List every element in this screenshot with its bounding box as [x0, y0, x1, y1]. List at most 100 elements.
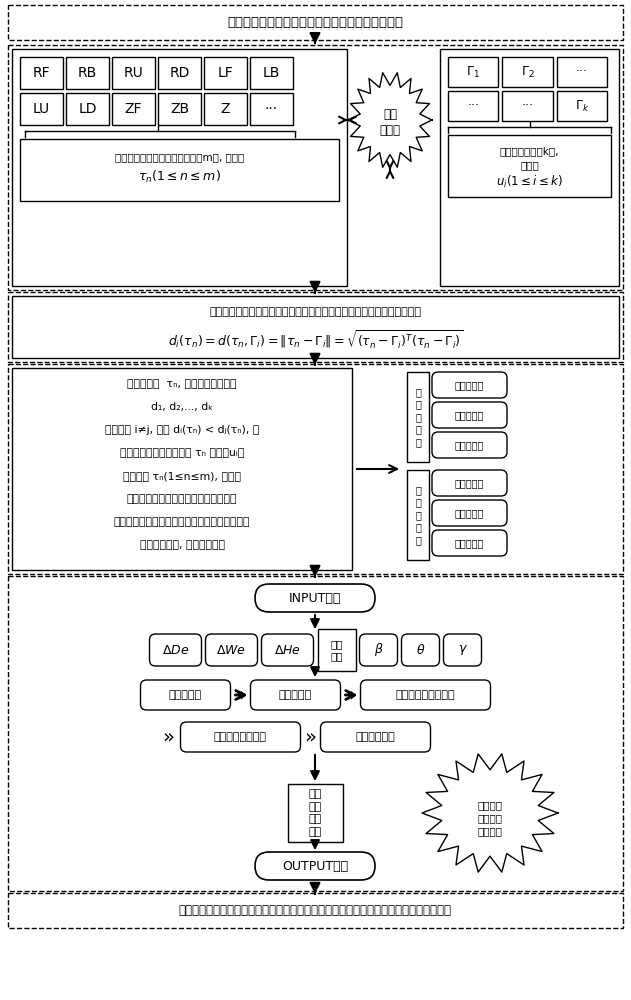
- Text: »: »: [163, 728, 175, 746]
- Text: LF: LF: [218, 66, 233, 80]
- Bar: [557, 91, 607, 121]
- Text: 逻辑门模块: 逻辑门模块: [279, 690, 312, 700]
- Text: Z: Z: [221, 102, 230, 116]
- Bar: [448, 135, 611, 197]
- Text: 正交偏移量: 正交偏移量: [455, 380, 484, 390]
- Text: $\tau_n(1\leq n\leq m)$: $\tau_n(1\leq n\leq m)$: [138, 169, 221, 185]
- Bar: [8, 576, 623, 891]
- Text: $\Delta De$: $\Delta De$: [162, 644, 189, 656]
- Bar: [502, 91, 553, 121]
- Text: 晶体管模块: 晶体管模块: [169, 690, 202, 700]
- Bar: [8, 45, 623, 290]
- Text: 俯仰偏移角: 俯仰偏移角: [455, 538, 484, 548]
- Text: 微码执行单元模块: 微码执行单元模块: [214, 732, 267, 742]
- Text: INPUT端口: INPUT端口: [289, 591, 341, 604]
- Text: ···: ···: [576, 66, 588, 79]
- Text: $\Delta He$: $\Delta He$: [274, 644, 301, 656]
- Bar: [448, 91, 498, 121]
- Text: ZB: ZB: [170, 102, 189, 116]
- Bar: [12, 49, 347, 286]
- Bar: [112, 93, 155, 125]
- Text: 扩展串口: 扩展串口: [478, 826, 502, 836]
- Text: $\Gamma_2$: $\Gamma_2$: [521, 64, 534, 80]
- Text: »: »: [235, 686, 247, 704]
- Text: $\theta$: $\theta$: [416, 643, 425, 657]
- Bar: [557, 57, 607, 87]
- Text: 对所有的 i≠j, 如果 dᵢ(τₙ) < dⱼ(τₙ), 则: 对所有的 i≠j, 如果 dᵢ(τₙ) < dⱼ(τₙ), 则: [105, 425, 259, 435]
- Text: »: »: [305, 728, 317, 746]
- Text: 当前焊枪姿态的特征向量 τₙ 归入第uᵢ类: 当前焊枪姿态的特征向量 τₙ 归入第uᵢ类: [120, 448, 244, 458]
- Bar: [12, 368, 352, 570]
- Bar: [407, 372, 429, 462]
- Text: 对所有的 τₙ(1≤n≤m), 可求得: 对所有的 τₙ(1≤n≤m), 可求得: [123, 471, 241, 481]
- Text: RU: RU: [124, 66, 143, 80]
- Bar: [112, 57, 155, 89]
- Text: LB: LB: [263, 66, 280, 80]
- Text: 旋转电弧跟踪系统实时采集未知姿态焊接电流信号: 旋转电弧跟踪系统实时采集未知姿态焊接电流信号: [227, 16, 403, 29]
- Text: LU: LU: [33, 102, 50, 116]
- Bar: [66, 57, 109, 89]
- Bar: [250, 57, 293, 89]
- Text: 横滚偏移角: 横滚偏移角: [455, 508, 484, 518]
- Text: ···: ···: [265, 102, 278, 116]
- Text: 经验焊枪位姿对应多个未知焊枪姿态的特征向量: 经验焊枪位姿对应多个未知焊枪姿态的特征向量: [114, 517, 251, 527]
- Bar: [448, 57, 498, 87]
- Text: 旋转电弧: 旋转电弧: [478, 800, 502, 810]
- Text: 取距离最小的, 其余均可舍弃: 取距离最小的, 其余均可舍弃: [139, 540, 225, 550]
- Text: 未知焊枪姿态的空间特征向量共m类, 记作：: 未知焊枪姿态的空间特征向量共m类, 记作：: [115, 152, 244, 162]
- Text: 电流
信号: 电流 信号: [330, 639, 343, 661]
- Text: 高度偏移量: 高度偏移量: [455, 440, 484, 450]
- Text: ···: ···: [467, 100, 479, 112]
- Text: 实时跟踪: 实时跟踪: [478, 813, 502, 823]
- Text: RD: RD: [169, 66, 190, 80]
- Text: RB: RB: [78, 66, 97, 80]
- Bar: [66, 93, 109, 125]
- Text: LD: LD: [78, 102, 97, 116]
- Bar: [250, 93, 293, 125]
- Polygon shape: [422, 754, 558, 872]
- Bar: [20, 57, 63, 89]
- Bar: [12, 296, 619, 358]
- Bar: [502, 57, 553, 87]
- Text: ···: ···: [521, 100, 533, 112]
- Text: 航向偏移角: 航向偏移角: [455, 478, 484, 488]
- Text: 经验特征向量共k类,: 经验特征向量共k类,: [500, 146, 559, 156]
- Text: RF: RF: [33, 66, 50, 80]
- Bar: [8, 292, 623, 362]
- Text: 六自由度智能焊接机器人系统根据接收的偏差信号分析运算后得到六轴的纠偏运动补偿量: 六自由度智能焊接机器人系统根据接收的偏差信号分析运算后得到六轴的纠偏运动补偿量: [179, 904, 452, 917]
- Bar: [288, 784, 343, 842]
- Bar: [158, 93, 201, 125]
- Bar: [20, 93, 63, 125]
- Text: $\Delta We$: $\Delta We$: [216, 644, 247, 656]
- Bar: [158, 57, 201, 89]
- Bar: [20, 139, 339, 201]
- Text: 对应的经验焊枪位姿特征空间向量类别: 对应的经验焊枪位姿特征空间向量类别: [127, 494, 237, 504]
- Text: »: »: [345, 686, 357, 704]
- Text: 对于每一个  τₙ, 求得一组距离集：: 对于每一个 τₙ, 求得一组距离集：: [127, 379, 237, 389]
- Text: $\beta$: $\beta$: [374, 642, 383, 658]
- Text: 位
置
偏
移
量: 位 置 偏 移 量: [415, 485, 421, 545]
- Bar: [8, 364, 623, 574]
- Text: 维度: 维度: [383, 108, 397, 121]
- Text: 记作：: 记作：: [520, 160, 539, 170]
- Text: $\Gamma_1$: $\Gamma_1$: [466, 64, 480, 80]
- Text: 分类器: 分类器: [379, 123, 401, 136]
- Polygon shape: [348, 73, 432, 167]
- Text: $u_i(1\leq i\leq k)$: $u_i(1\leq i\leq k)$: [496, 174, 563, 190]
- Text: 可编程逻辑整列模块: 可编程逻辑整列模块: [396, 690, 456, 700]
- Bar: [317, 629, 355, 671]
- Text: $\gamma$: $\gamma$: [457, 643, 468, 657]
- Text: ZF: ZF: [125, 102, 142, 116]
- Text: 解码单元模块: 解码单元模块: [356, 732, 396, 742]
- Text: OUTPUT端口: OUTPUT端口: [282, 859, 348, 872]
- Text: $\Gamma_k$: $\Gamma_k$: [575, 98, 589, 114]
- Text: 正交偏移量: 正交偏移量: [455, 410, 484, 420]
- Text: d₁, d₂,..., dₖ: d₁, d₂,..., dₖ: [151, 402, 213, 412]
- Text: 高低
电平
控制
信号: 高低 电平 控制 信号: [309, 789, 322, 837]
- Bar: [407, 470, 429, 560]
- Bar: [8, 893, 623, 928]
- Bar: [8, 5, 623, 40]
- Bar: [204, 57, 247, 89]
- Text: 未知焊枪姿态的特征向量与经验焊枪位姿特征空间向量之间的欧式距离：: 未知焊枪姿态的特征向量与经验焊枪位姿特征空间向量之间的欧式距离：: [209, 307, 422, 317]
- Text: 位
置
偏
移
量: 位 置 偏 移 量: [415, 387, 421, 447]
